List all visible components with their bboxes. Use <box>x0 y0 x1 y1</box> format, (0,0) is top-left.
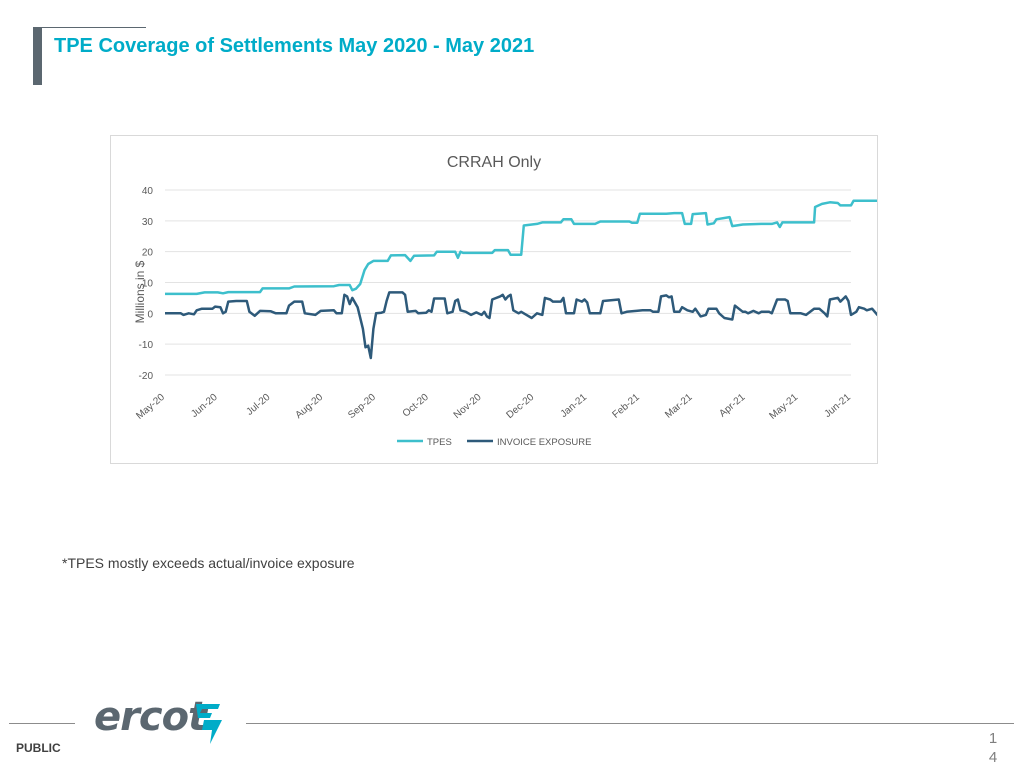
series-line-tpes <box>165 199 877 296</box>
footer-divider-right <box>246 723 1014 724</box>
x-tick-label: Mar-21 <box>663 392 695 421</box>
page-number-digit-1: 1 <box>988 730 998 747</box>
legend-label: TPES <box>427 437 452 448</box>
x-tick-label: Feb-21 <box>611 392 643 421</box>
page-number-digit-2: 4 <box>988 749 998 766</box>
y-tick-label: -10 <box>139 340 154 351</box>
y-tick-label: 10 <box>142 279 154 290</box>
x-tick-label: Sep-20 <box>346 392 378 421</box>
x-tick-label: Jul-20 <box>245 392 273 418</box>
x-tick-label: Jun-20 <box>189 392 220 420</box>
x-tick-label: Jan-21 <box>559 392 590 420</box>
chart-frame: CRRAH Only Millions in $ 40 30 20 10 0 -10 -20… <box>110 135 878 464</box>
x-tick-label: Apr-21 <box>717 392 747 420</box>
slide-title: TPE Coverage of Settlements May 2020 - M… <box>54 35 535 57</box>
y-tick-label: 20 <box>142 248 154 259</box>
x-tick-label: May-20 <box>134 392 167 422</box>
ercot-lightning-icon <box>196 704 222 744</box>
footnote: *TPES mostly exceeds actual/invoice expo… <box>62 555 355 571</box>
x-tick-label: Nov-20 <box>452 392 484 421</box>
chart-title: CRRAH Only <box>447 154 541 171</box>
y-tick-label: 40 <box>142 186 154 197</box>
series-line-invoice-exposure <box>165 291 877 360</box>
x-tick-label: Jun-21 <box>822 392 853 420</box>
legend-label: INVOICE EXPOSURE <box>497 437 592 448</box>
title-accent-bar <box>33 27 42 85</box>
y-tick-label: -20 <box>139 371 154 382</box>
y-axis-label: Millions in $ <box>133 260 147 323</box>
ercot-logo: ercot <box>94 694 207 740</box>
title-accent-line <box>42 27 146 28</box>
x-tick-label: Oct-20 <box>401 392 431 420</box>
y-tick-label: 0 <box>147 309 153 320</box>
line-chart: CRRAH Only Millions in $ 40 30 20 10 0 -10 -20… <box>133 154 877 448</box>
x-tick-label: Dec-20 <box>505 392 537 421</box>
x-tick-label: Aug-20 <box>293 392 325 421</box>
y-tick-label: 30 <box>142 217 154 228</box>
page-number: 1 4 <box>986 729 1000 767</box>
x-tick-label: May-21 <box>768 392 801 422</box>
footer-divider-left <box>9 723 75 724</box>
classification-label: PUBLIC <box>16 741 61 755</box>
